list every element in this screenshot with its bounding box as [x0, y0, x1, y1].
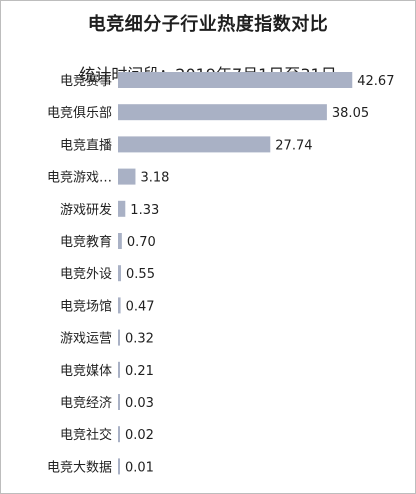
bar	[118, 458, 120, 475]
data-label: 0.01	[125, 460, 154, 475]
data-label: 0.02	[125, 428, 154, 443]
category-label: 电竞直播	[60, 137, 112, 153]
bar	[118, 168, 136, 185]
chart-title: 电竞细分子行业热度指数对比	[87, 14, 329, 35]
category-label: 游戏研发	[60, 202, 112, 218]
bar	[118, 200, 126, 217]
category-label: 电竞场馆	[60, 298, 112, 314]
category-label: 游戏运营	[60, 332, 112, 347]
data-label: 1.33	[130, 203, 159, 218]
data-label: 0.03	[125, 396, 154, 411]
data-label: 42.67	[357, 74, 394, 89]
data-label: 0.47	[126, 299, 155, 314]
bar	[118, 361, 120, 378]
category-label: 电竞经济	[60, 395, 112, 411]
bar	[118, 136, 271, 153]
category-label: 电竞俱乐部	[47, 105, 112, 121]
bar	[118, 265, 122, 282]
category-label: 电竞媒体	[60, 363, 112, 379]
data-label: 0.32	[125, 332, 154, 347]
bar	[118, 329, 120, 346]
data-label: 0.21	[125, 364, 154, 379]
bar	[118, 72, 353, 88]
category-label: 电竞大数据	[47, 459, 112, 475]
bar	[118, 297, 121, 314]
category-label: 电竞教育	[60, 234, 112, 250]
bar	[118, 233, 122, 249]
data-label: 0.70	[127, 235, 156, 250]
category-label: 电竞社交	[60, 427, 112, 443]
category-label: 电竞游戏…	[47, 170, 112, 186]
data-label: 27.74	[275, 138, 312, 153]
bar	[118, 426, 120, 443]
bar	[118, 104, 327, 121]
data-label: 0.55	[126, 267, 155, 282]
category-label: 电竞赛事	[60, 73, 112, 89]
category-label: 电竞外设	[60, 266, 112, 282]
data-label: 38.05	[332, 106, 369, 121]
bar	[118, 394, 120, 410]
data-label: 3.18	[140, 171, 169, 186]
